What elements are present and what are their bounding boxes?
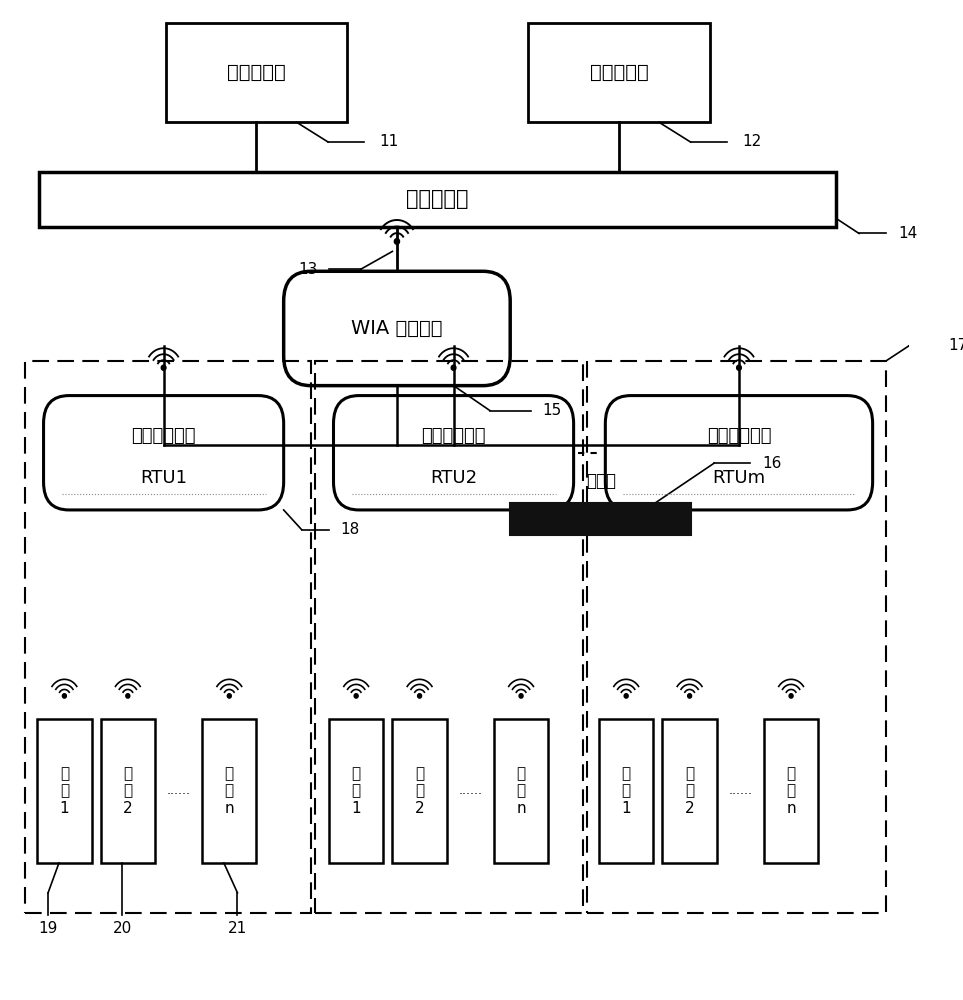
Bar (39, 172, 837, 227)
Circle shape (227, 694, 231, 698)
Text: 11: 11 (379, 134, 399, 149)
Bar (101, 719, 155, 863)
Bar (764, 719, 819, 863)
Text: 井口控制单元: 井口控制单元 (131, 427, 195, 445)
Text: ......: ...... (728, 784, 752, 797)
Bar (38, 719, 91, 863)
Text: RTUm: RTUm (713, 469, 766, 487)
Text: 12: 12 (742, 134, 762, 149)
Circle shape (789, 694, 794, 698)
Bar (166, 23, 347, 122)
Bar (587, 361, 886, 913)
Text: 17: 17 (948, 338, 963, 353)
Bar (392, 719, 447, 863)
Text: 组态计算机: 组态计算机 (227, 63, 286, 82)
Circle shape (126, 694, 130, 698)
Text: 14: 14 (898, 226, 917, 241)
FancyBboxPatch shape (333, 396, 574, 510)
Text: 阻挡物: 阻挡物 (586, 472, 615, 490)
Text: 井口控制单元: 井口控制单元 (422, 427, 485, 445)
Text: 20: 20 (113, 921, 132, 936)
Circle shape (688, 694, 691, 698)
Bar (529, 23, 710, 122)
Text: 15: 15 (542, 403, 561, 418)
Bar (599, 719, 653, 863)
Bar (663, 719, 716, 863)
Circle shape (624, 694, 628, 698)
Circle shape (394, 239, 400, 244)
FancyBboxPatch shape (606, 396, 872, 510)
Circle shape (519, 694, 523, 698)
Text: 实时数据库: 实时数据库 (589, 63, 648, 82)
Text: 16: 16 (762, 456, 781, 471)
Bar (25, 361, 311, 913)
Circle shape (418, 694, 422, 698)
Circle shape (354, 694, 358, 698)
Text: ......: ...... (167, 784, 191, 797)
Text: 仪
表
2: 仪 表 2 (685, 766, 694, 816)
Text: 仪
表
2: 仪 表 2 (415, 766, 425, 816)
Text: 井口控制单元: 井口控制单元 (707, 427, 771, 445)
Bar (494, 719, 548, 863)
Text: WIA 无线网关: WIA 无线网关 (351, 319, 443, 338)
Text: 仪
表
1: 仪 表 1 (60, 766, 69, 816)
FancyBboxPatch shape (284, 271, 510, 386)
Text: RTU1: RTU1 (140, 469, 187, 487)
Text: 仪
表
2: 仪 表 2 (123, 766, 133, 816)
Text: 工业以太网: 工业以太网 (406, 189, 469, 209)
Text: 仪
表
n: 仪 表 n (516, 766, 526, 816)
Text: ......: ...... (458, 784, 482, 797)
Bar (510, 503, 691, 535)
Bar (329, 719, 383, 863)
FancyBboxPatch shape (43, 396, 284, 510)
Text: RTU2: RTU2 (430, 469, 477, 487)
Circle shape (63, 694, 66, 698)
Circle shape (161, 365, 166, 370)
Circle shape (452, 365, 455, 370)
Text: 仪
表
1: 仪 表 1 (351, 766, 361, 816)
Text: 仪
表
n: 仪 表 n (786, 766, 795, 816)
Text: 仪
表
n: 仪 表 n (224, 766, 234, 816)
Text: 18: 18 (341, 522, 360, 537)
Text: 19: 19 (39, 921, 58, 936)
Bar (316, 361, 583, 913)
Text: 仪
表
1: 仪 表 1 (621, 766, 631, 816)
Text: 21: 21 (228, 921, 247, 936)
Text: 13: 13 (298, 262, 317, 277)
Circle shape (737, 365, 742, 370)
Bar (202, 719, 256, 863)
